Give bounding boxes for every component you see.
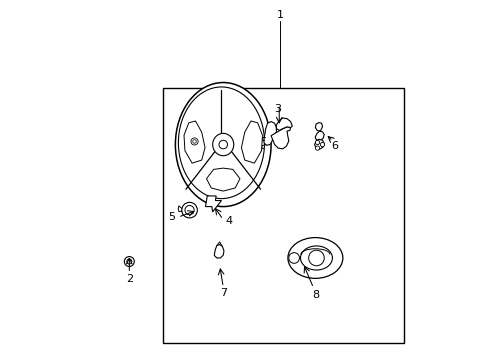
Ellipse shape bbox=[212, 134, 233, 156]
Bar bbox=[163, 88, 403, 343]
Circle shape bbox=[288, 253, 299, 263]
Circle shape bbox=[191, 138, 198, 145]
Polygon shape bbox=[315, 123, 322, 131]
Circle shape bbox=[192, 140, 196, 143]
Polygon shape bbox=[205, 196, 221, 212]
Polygon shape bbox=[314, 139, 324, 149]
Text: 3: 3 bbox=[274, 104, 281, 114]
Circle shape bbox=[184, 206, 194, 215]
Text: 6: 6 bbox=[331, 141, 338, 151]
Ellipse shape bbox=[178, 87, 264, 199]
Polygon shape bbox=[214, 244, 224, 258]
Ellipse shape bbox=[287, 238, 342, 278]
Polygon shape bbox=[264, 122, 276, 145]
Circle shape bbox=[308, 250, 324, 266]
Circle shape bbox=[182, 202, 197, 218]
Polygon shape bbox=[315, 131, 324, 140]
Polygon shape bbox=[206, 168, 240, 191]
Text: 8: 8 bbox=[311, 290, 318, 300]
Polygon shape bbox=[276, 118, 292, 130]
Circle shape bbox=[315, 146, 319, 150]
Ellipse shape bbox=[300, 246, 332, 270]
Text: 4: 4 bbox=[224, 216, 232, 226]
Polygon shape bbox=[183, 121, 204, 163]
Ellipse shape bbox=[175, 82, 270, 207]
Text: 5: 5 bbox=[168, 212, 175, 222]
Polygon shape bbox=[241, 121, 262, 163]
Circle shape bbox=[219, 140, 227, 149]
Circle shape bbox=[124, 257, 134, 266]
Text: 1: 1 bbox=[276, 10, 283, 20]
Text: 7: 7 bbox=[219, 288, 226, 298]
Circle shape bbox=[315, 140, 319, 145]
Circle shape bbox=[320, 143, 324, 147]
Circle shape bbox=[126, 259, 132, 264]
Text: 2: 2 bbox=[125, 274, 133, 284]
Polygon shape bbox=[270, 127, 290, 149]
